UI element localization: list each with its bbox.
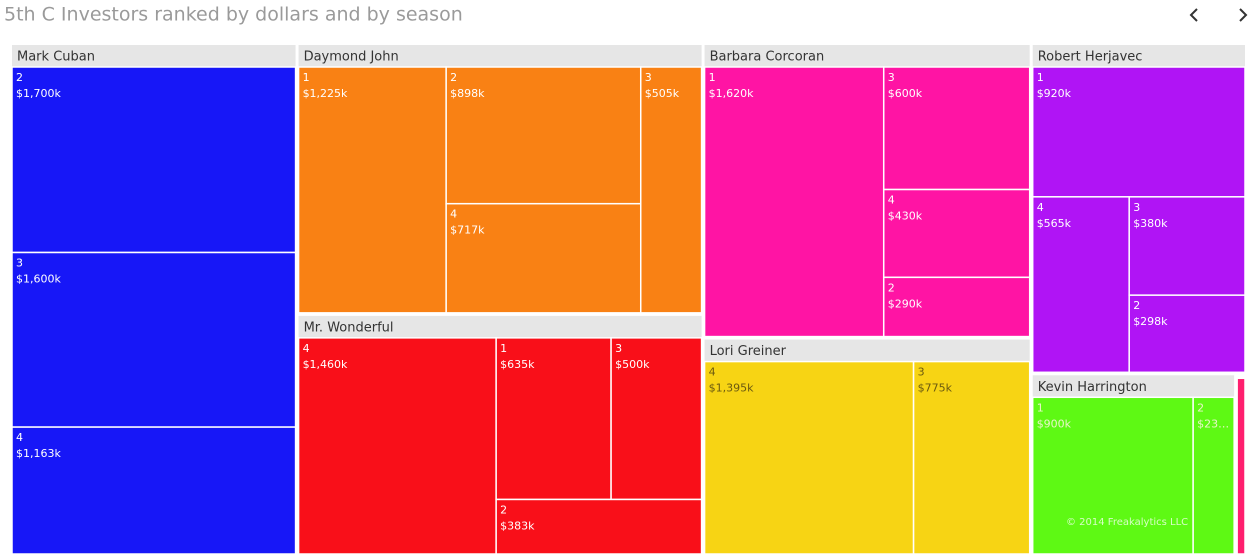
treemap-cell: [882, 188, 1031, 279]
cell-value: $898k: [450, 87, 485, 100]
cell-value: $1,460k: [303, 358, 348, 371]
cell-value: $1,225k: [303, 87, 348, 100]
cell-season: 3: [1133, 201, 1140, 214]
cell-value: $290k: [888, 297, 923, 310]
treemap-cell: [1128, 294, 1246, 374]
treemap: Mark Cuban 2 $1,700k 3 $1,600k 4 $1,163k Daymon…: [11, 45, 1246, 555]
treemap-cell: [703, 360, 915, 555]
group-header: [12, 45, 296, 67]
group-name: Barbara Corcoran: [710, 50, 825, 65]
cell-value: $600k: [888, 87, 923, 100]
group-header: [298, 45, 702, 67]
cell-season: 3: [645, 71, 652, 84]
treemap-cell: [882, 66, 1031, 191]
cell-value: $717k: [450, 224, 485, 237]
cell-season: 4: [450, 208, 457, 221]
cell-season: 2: [888, 281, 895, 294]
group-name: Mr. Wonderful: [304, 320, 394, 335]
treemap-cell: [297, 66, 447, 314]
cell-season: 4: [1037, 201, 1044, 214]
treemap-cell: [11, 66, 297, 254]
cell-season: 1: [500, 342, 507, 355]
group-header: [704, 45, 1030, 67]
cell-season: 3: [888, 71, 895, 84]
treemap-cell: [1031, 396, 1194, 555]
cell-season: 3: [918, 366, 925, 379]
group-header: [704, 339, 1030, 362]
group-name: Daymond John: [304, 50, 399, 65]
cell-season: 2: [500, 503, 507, 516]
cell-value: $775k: [918, 382, 953, 395]
treemap-cell: [1128, 196, 1246, 296]
cell-value: $1,395k: [709, 382, 754, 395]
treemap-cell: [445, 202, 642, 314]
cell-season: 4: [16, 431, 23, 444]
treemap-cell: [1192, 396, 1235, 555]
cell-season: 4: [888, 194, 895, 207]
cell-season: 1: [1037, 401, 1044, 414]
cell-season: 3: [16, 257, 23, 270]
group-header: [1032, 45, 1245, 67]
treemap-cell: [912, 360, 1031, 555]
group-name: Robert Herjavec: [1038, 50, 1143, 65]
prev-button[interactable]: [1189, 8, 1198, 22]
cell-season: 2: [1197, 401, 1204, 414]
cell-value: $1,620k: [709, 87, 754, 100]
treemap-cell: [445, 66, 642, 205]
treemap-cell: [1031, 196, 1130, 374]
treemap-cell: [639, 66, 703, 314]
cell-value: $23…: [1197, 417, 1229, 430]
treemap-cell: [882, 276, 1031, 338]
cell-value: $1,163k: [16, 447, 61, 460]
treemap-cell: [297, 337, 497, 555]
cell-value: $1,600k: [16, 273, 61, 286]
cell-season: 2: [1133, 299, 1140, 312]
cell-value: $920k: [1037, 87, 1072, 100]
treemap-cell: [610, 337, 703, 501]
cell-season: 4: [303, 342, 310, 355]
cell-season: 2: [16, 71, 23, 84]
credit: © 2014 Freakalytics LLC: [1066, 517, 1188, 528]
chart-title: 5th C Investors ranked by dollars and by…: [4, 4, 463, 26]
group-name: Mark Cuban: [17, 50, 95, 65]
cell-value: $565k: [1037, 217, 1072, 230]
treemap-cell: [703, 66, 885, 338]
cell-season: 1: [709, 71, 716, 84]
treemap-cell: [1236, 377, 1246, 555]
cell-value: $383k: [500, 519, 535, 532]
cell-season: 3: [615, 342, 622, 355]
cell-value: $380k: [1133, 217, 1168, 230]
group-name: Kevin Harrington: [1038, 380, 1147, 395]
cell-value: $430k: [888, 210, 923, 223]
treemap-cell: [1031, 66, 1246, 198]
group-name: Lori Greiner: [710, 344, 787, 359]
treemap-cell: [495, 498, 703, 555]
cell-season: 2: [450, 71, 457, 84]
cell-season: 4: [709, 366, 716, 379]
treemap-cell: [11, 426, 297, 555]
cell-value: $298k: [1133, 315, 1168, 328]
cell-season: 1: [1037, 71, 1044, 84]
cell-value: $900k: [1037, 417, 1072, 430]
cell-value: $1,700k: [16, 87, 61, 100]
next-button[interactable]: [1239, 8, 1248, 22]
cell-season: 1: [303, 71, 310, 84]
group-header: [298, 315, 702, 338]
cell-value: $505k: [645, 87, 680, 100]
cell-value: $500k: [615, 358, 650, 371]
treemap-cell: [495, 337, 612, 501]
group-header: [1032, 375, 1235, 398]
cell-value: $635k: [500, 358, 535, 371]
